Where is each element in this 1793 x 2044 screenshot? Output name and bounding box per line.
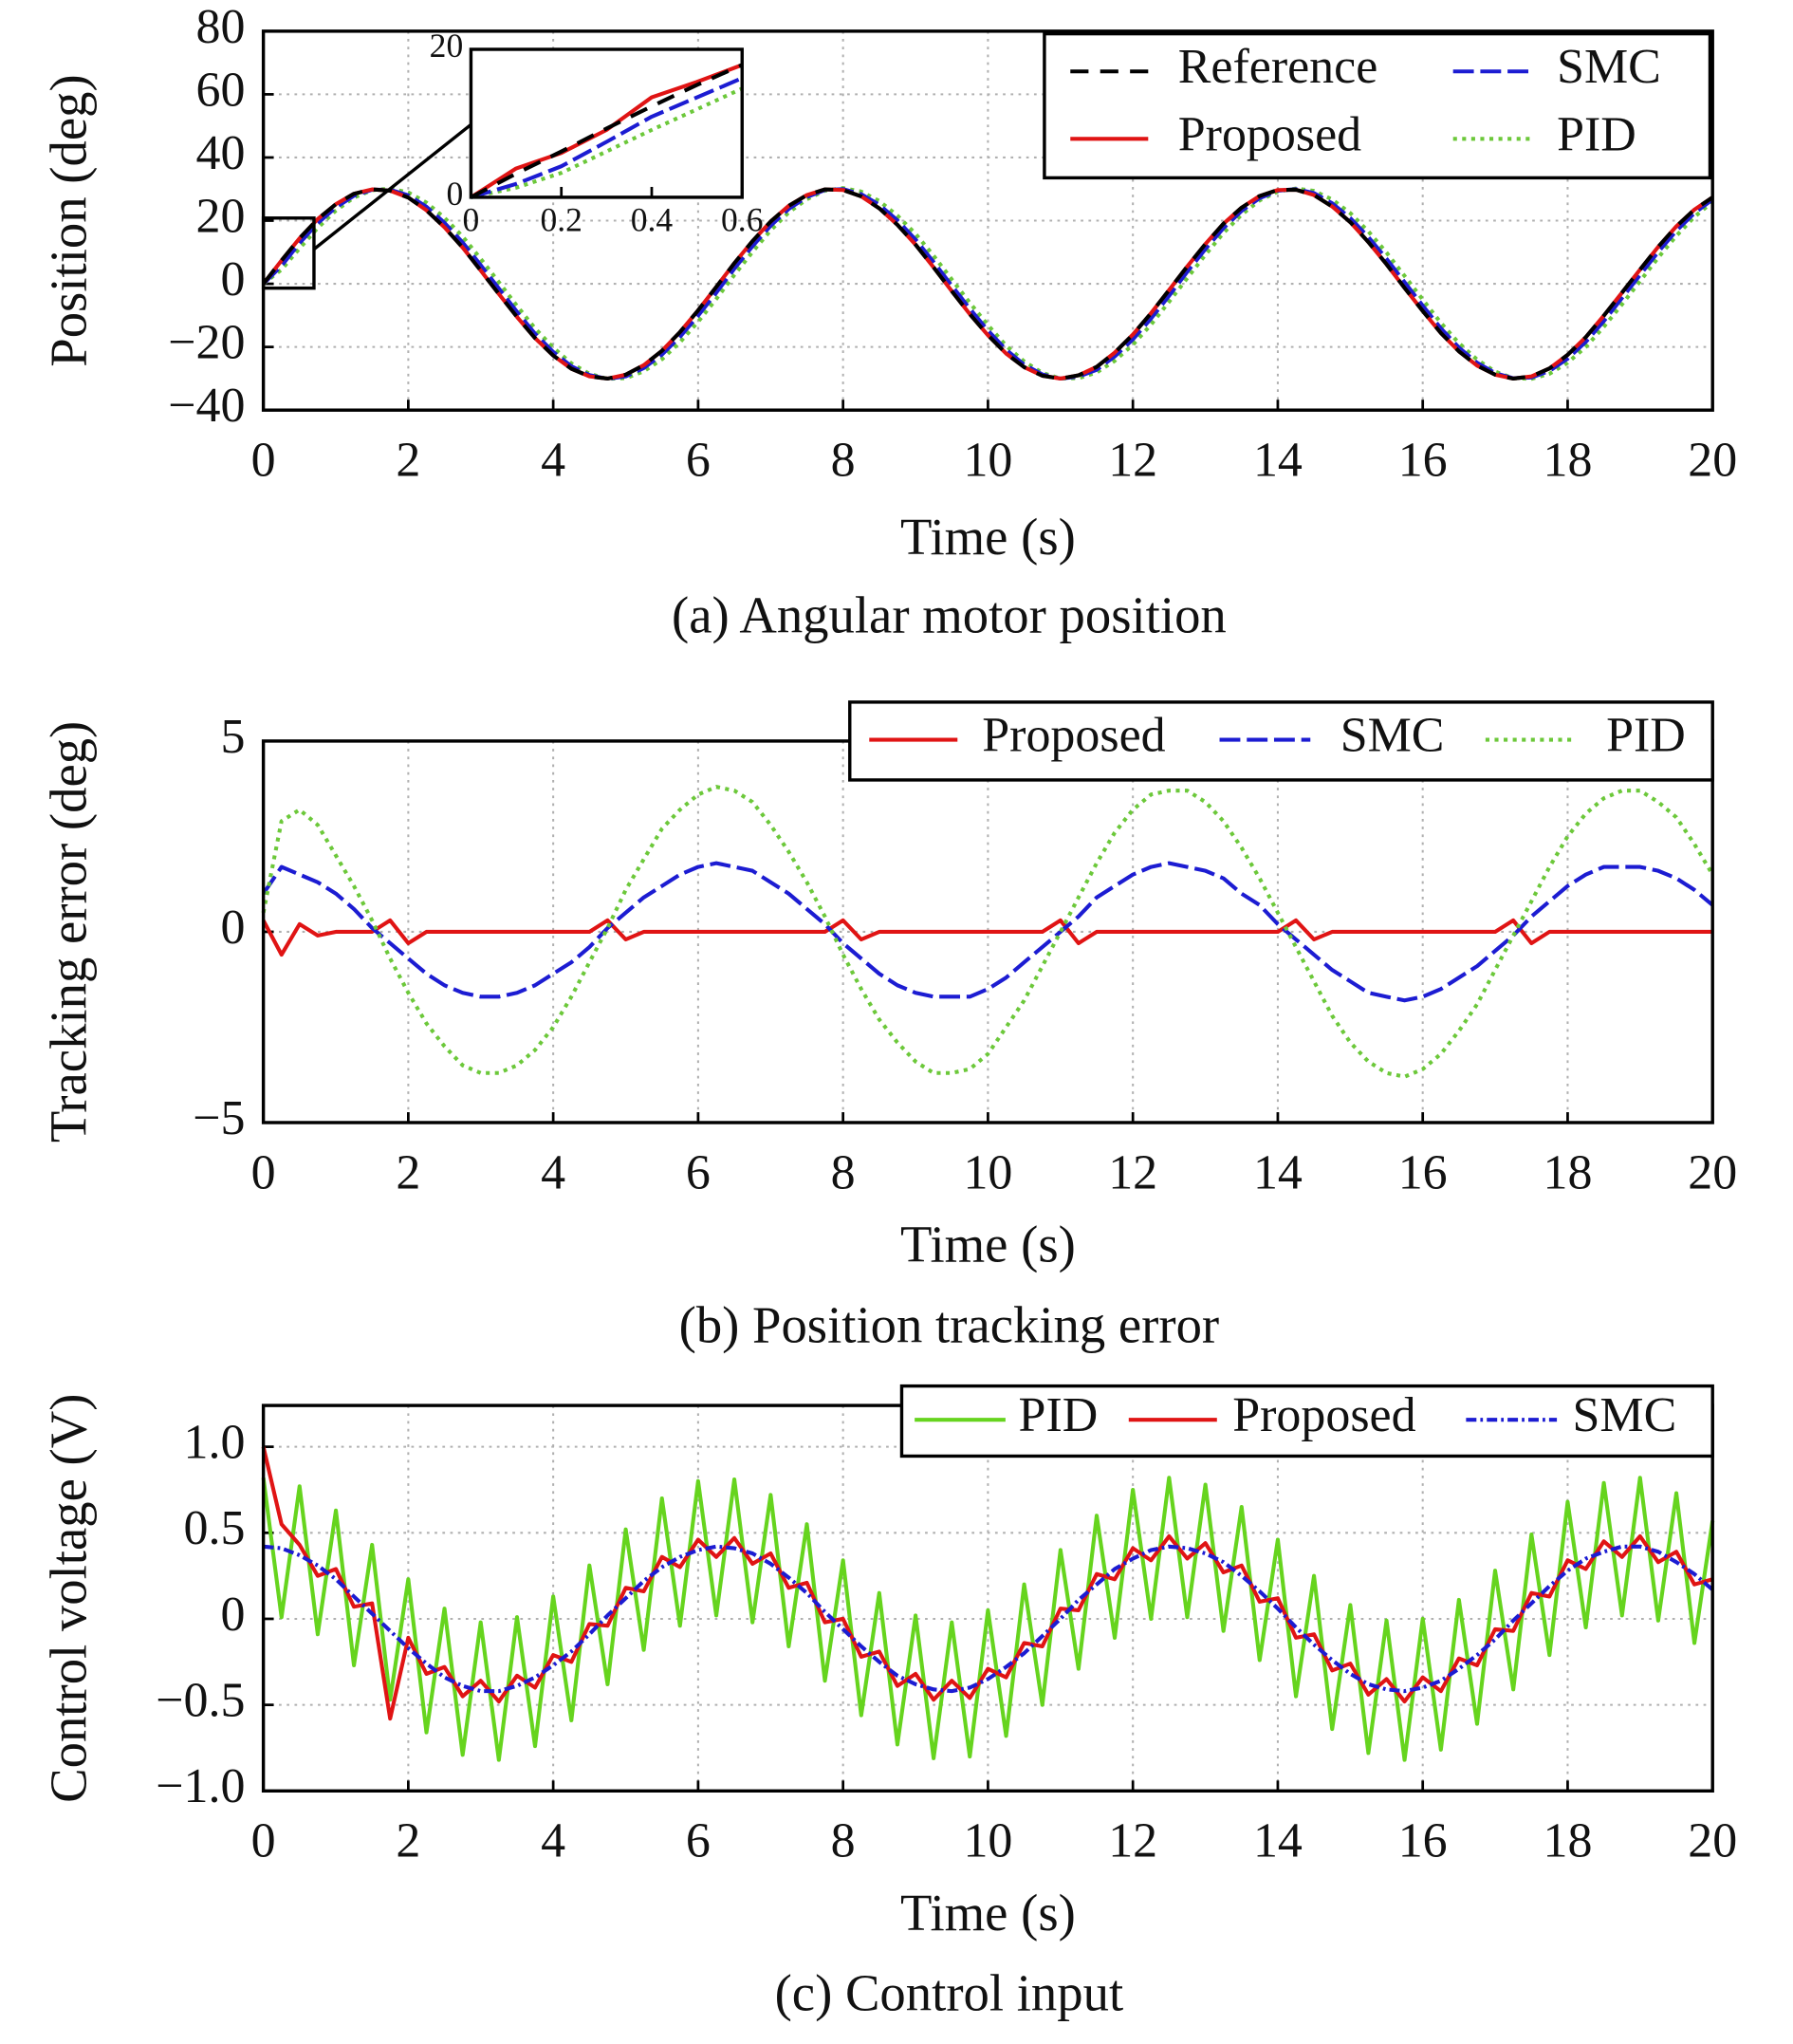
x-tick-label: 8 — [831, 1814, 856, 1868]
x-tick-label: 0.6 — [721, 200, 763, 238]
x-tick-label: 4 — [541, 434, 565, 488]
x-axis-label: Time (s) — [900, 1216, 1076, 1273]
y-tick-label: −0.5 — [156, 1674, 245, 1728]
plot-area — [471, 48, 743, 197]
x-tick-label: 14 — [1253, 1145, 1303, 1199]
legend-label: SMC — [1573, 1388, 1677, 1442]
x-tick-label: 20 — [1688, 1145, 1737, 1199]
legend-label: PID — [1557, 107, 1636, 161]
y-tick-label: 20 — [430, 27, 464, 65]
x-tick-label: 6 — [686, 1814, 711, 1868]
series-line — [261, 785, 1714, 1079]
x-tick-label: 0 — [251, 1145, 276, 1199]
y-tick-label: 0 — [220, 1588, 245, 1642]
y-axis-label: Control voltage (V) — [39, 1394, 97, 1803]
x-tick-label: 12 — [1108, 434, 1157, 488]
x-tick-label: 16 — [1398, 434, 1448, 488]
x-tick-label: 4 — [541, 1145, 565, 1199]
x-tick-label: 10 — [963, 1145, 1012, 1199]
legend-label: Proposed — [982, 708, 1165, 762]
y-tick-label: 0.5 — [184, 1501, 246, 1555]
y-tick-label: 1.0 — [184, 1416, 246, 1470]
x-tick-label: 4 — [541, 1814, 565, 1868]
y-tick-label: −1.0 — [156, 1759, 245, 1813]
legend-box — [899, 1384, 1714, 1459]
series-line — [261, 918, 1713, 957]
y-tick-label: 0 — [220, 901, 245, 955]
x-tick-label: 6 — [686, 1145, 711, 1199]
y-tick-label: −20 — [168, 316, 245, 370]
legend-label: Proposed — [1232, 1388, 1415, 1442]
x-tick-label: 18 — [1543, 1814, 1592, 1868]
x-tick-label: 8 — [831, 434, 856, 488]
y-tick-label: 40 — [196, 126, 246, 180]
x-tick-label: 2 — [396, 1145, 420, 1199]
x-tick-label: 16 — [1398, 1145, 1448, 1199]
legend-label: Reference — [1178, 40, 1378, 94]
series-line — [262, 186, 1714, 381]
y-tick-label: −40 — [168, 379, 245, 433]
x-tick-label: 20 — [1688, 434, 1737, 488]
caption: (b) Position tracking error — [679, 1295, 1220, 1353]
series-line — [261, 1476, 1715, 1762]
x-tick-label: 12 — [1108, 1145, 1157, 1199]
legend-label: PID — [1019, 1388, 1099, 1442]
zoom-connector — [312, 122, 472, 251]
x-tick-label: 2 — [396, 434, 420, 488]
series-line — [261, 1446, 1713, 1721]
x-tick-label: 12 — [1108, 1814, 1157, 1868]
x-tick-label: 6 — [686, 434, 711, 488]
y-tick-label: 0 — [220, 252, 245, 307]
x-tick-label: 14 — [1253, 1814, 1303, 1868]
series-line — [471, 86, 744, 199]
series-line — [262, 187, 1714, 381]
legend-box — [1043, 31, 1712, 180]
x-tick-label: 18 — [1543, 1145, 1592, 1199]
x-tick-label: 0 — [251, 434, 276, 488]
y-tick-label: 80 — [196, 0, 246, 54]
legend-label: Proposed — [1178, 107, 1361, 161]
x-tick-label: 18 — [1543, 434, 1592, 488]
x-tick-label: 8 — [831, 1145, 856, 1199]
x-tick-label: 14 — [1253, 434, 1303, 488]
x-tick-label: 0 — [251, 1814, 276, 1868]
series-line — [470, 76, 744, 199]
x-tick-label: 0.4 — [631, 200, 674, 238]
y-axis-label: Tracking error (deg) — [39, 721, 97, 1143]
series-line — [263, 1544, 1714, 1694]
x-tick-label: 20 — [1688, 1814, 1737, 1868]
x-tick-label: 10 — [963, 434, 1012, 488]
x-tick-label: 16 — [1398, 1814, 1448, 1868]
legend-label: SMC — [1340, 708, 1445, 762]
y-tick-label: 20 — [196, 189, 246, 243]
x-tick-label: 0.2 — [540, 200, 582, 238]
x-axis-label: Time (s) — [900, 508, 1076, 566]
y-axis-label: Position (deg) — [39, 74, 97, 366]
zoom-box — [261, 216, 316, 290]
y-tick-label: 5 — [220, 710, 245, 764]
x-tick-label: 10 — [963, 1814, 1012, 1868]
inset-frame — [469, 47, 744, 199]
caption: (a) Angular motor position — [672, 585, 1227, 643]
x-axis-label: Time (s) — [900, 1884, 1076, 1942]
x-tick-label: 0 — [463, 200, 480, 238]
legend-label: PID — [1606, 708, 1686, 762]
series-line — [470, 63, 744, 199]
y-tick-label: 60 — [196, 63, 246, 117]
y-tick-label: −5 — [193, 1091, 245, 1145]
caption: (c) Control input — [775, 1964, 1124, 2022]
x-tick-label: 2 — [396, 1814, 420, 1868]
legend-label: SMC — [1557, 40, 1661, 94]
y-tick-label: 0 — [446, 175, 463, 213]
